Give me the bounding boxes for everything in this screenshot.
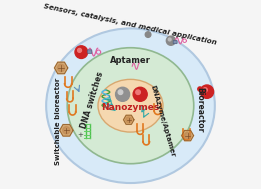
- Circle shape: [136, 90, 140, 94]
- Circle shape: [203, 88, 207, 92]
- Circle shape: [57, 64, 65, 72]
- FancyBboxPatch shape: [173, 40, 177, 44]
- Polygon shape: [123, 115, 134, 124]
- Circle shape: [145, 32, 151, 37]
- Ellipse shape: [67, 48, 194, 164]
- Circle shape: [118, 90, 123, 94]
- Text: Sensors, catalysis, and medical application: Sensors, catalysis, and medical applicat…: [43, 3, 218, 45]
- Circle shape: [133, 87, 147, 101]
- Text: Aptamer: Aptamer: [110, 56, 151, 64]
- Ellipse shape: [46, 28, 215, 183]
- Text: Bioreactor: Bioreactor: [195, 87, 204, 132]
- Text: +: +: [78, 132, 83, 138]
- Circle shape: [63, 127, 70, 134]
- Circle shape: [168, 38, 171, 41]
- FancyBboxPatch shape: [88, 50, 92, 53]
- Circle shape: [75, 46, 88, 58]
- Ellipse shape: [98, 79, 163, 132]
- Text: Switchable bioreactor: Switchable bioreactor: [55, 78, 61, 165]
- Circle shape: [200, 85, 213, 98]
- Polygon shape: [182, 130, 194, 141]
- Circle shape: [198, 87, 202, 91]
- Text: Nanozymes: Nanozymes: [101, 103, 160, 112]
- Polygon shape: [54, 62, 68, 74]
- Circle shape: [116, 87, 130, 101]
- Circle shape: [166, 36, 175, 45]
- Text: DNAzyme/Aptamer: DNAzyme/Aptamer: [150, 84, 176, 157]
- Polygon shape: [60, 125, 73, 136]
- Circle shape: [203, 89, 206, 93]
- Circle shape: [184, 132, 191, 139]
- Circle shape: [126, 117, 132, 123]
- Circle shape: [78, 48, 81, 52]
- Text: DNA switches: DNA switches: [80, 71, 106, 130]
